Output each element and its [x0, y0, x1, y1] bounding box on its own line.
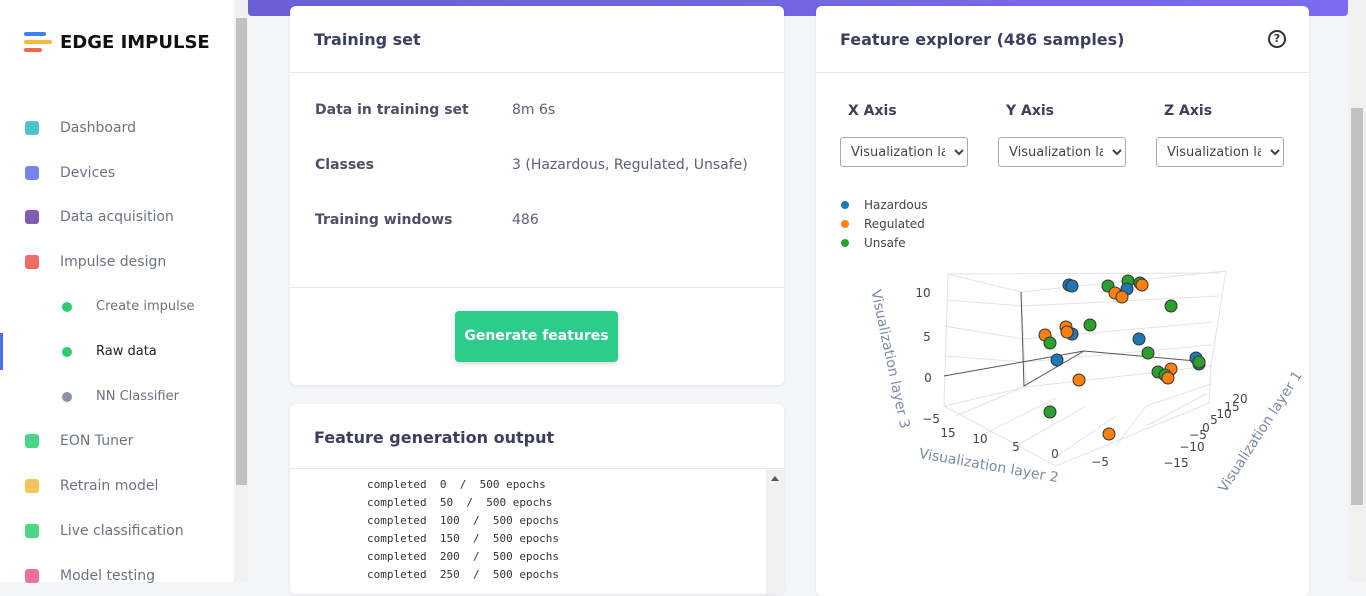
nav-icon	[25, 524, 39, 538]
y-tick: 5	[1012, 440, 1020, 454]
y-tick: −5	[1091, 455, 1109, 469]
axis-select[interactable]: Visualization layer 3	[1156, 137, 1284, 167]
x-tick: 15	[1224, 400, 1239, 414]
log-scrollbar	[766, 470, 784, 594]
y-axis-title: Visualization layer 2	[918, 446, 1060, 486]
card-title: Training set	[314, 30, 421, 49]
axis-label: Z Axis	[1164, 103, 1213, 119]
axis-label: Y Axis	[1006, 103, 1055, 119]
nav-item[interactable]: Raw data	[96, 344, 157, 359]
legend-label[interactable]: Regulated	[864, 217, 925, 231]
nav-item[interactable]: Devices	[60, 165, 116, 181]
y-tick: 10	[972, 432, 987, 446]
log-line: completed 50 / 500 epochs	[367, 496, 553, 509]
nav-icon	[25, 121, 39, 135]
plot-grid	[943, 270, 1227, 467]
nav-icon	[25, 434, 39, 448]
sidebar-scrollbar	[234, 0, 248, 582]
z-tick: 10	[915, 286, 930, 300]
nav-item[interactable]: Data acquisition	[60, 209, 174, 225]
x-tick: 10	[1216, 407, 1231, 421]
y-tick: 15	[940, 426, 955, 440]
generate-features-button[interactable]: Generate features	[455, 311, 618, 362]
axis-select[interactable]: Visualization layer 2	[998, 137, 1126, 167]
logo-icon	[24, 32, 52, 52]
page-scrollbar	[1348, 0, 1366, 582]
row-value: 8m 6s	[512, 102, 556, 118]
x-tick: −15	[1163, 456, 1188, 470]
z-tick: 5	[923, 330, 931, 344]
log-line: completed 0 / 500 epochs	[367, 478, 546, 491]
training-set-card: Training set Data in training set 8m 6s Cl…	[290, 6, 784, 385]
feature-output-card: Feature generation output completed 0 / …	[290, 404, 784, 594]
log-line: completed 150 / 500 epochs	[367, 532, 560, 545]
nav-item[interactable]: Impulse design	[60, 254, 167, 270]
feature-explorer-card: Feature explorer (486 samples) ? X Axis V…	[816, 6, 1309, 596]
nav-icon	[25, 255, 39, 269]
card-title: Feature generation output	[314, 428, 555, 447]
x-tick: 5	[1210, 413, 1218, 427]
x-tick: −5	[1189, 428, 1207, 442]
legend-marker	[841, 201, 849, 209]
nav-icon	[25, 166, 39, 180]
nav-item[interactable]: Create impulse	[96, 299, 195, 314]
z-tick: 0	[924, 371, 932, 385]
axis-select[interactable]: Visualization layer 1	[840, 137, 968, 167]
log: completed 0 / 500 epochs completed 50 / 5…	[367, 476, 559, 584]
nav-icon	[25, 210, 39, 224]
z-axis-title: Visualization layer 3	[867, 288, 912, 430]
nav-dot	[62, 392, 72, 402]
nav-dot	[62, 302, 72, 312]
row-label: Classes	[315, 157, 375, 173]
card-title: Feature explorer (486 samples)	[840, 30, 1125, 49]
nav-dot	[62, 347, 72, 357]
legend-marker	[841, 220, 849, 228]
nav-item[interactable]: Dashboard	[60, 120, 136, 136]
brand: EDGE IMPULSE	[60, 32, 210, 53]
legend-label[interactable]: Hazardous	[864, 198, 928, 212]
nav-item[interactable]: Retrain model	[60, 478, 159, 494]
nav-item[interactable]: EON Tuner	[60, 433, 134, 449]
x-axis-title: Visualization layer 1	[1215, 368, 1305, 495]
row-value: 3 (Hazardous, Regulated, Unsafe)	[512, 157, 748, 173]
row-value: 486	[512, 212, 539, 228]
plot-points	[1038, 274, 1206, 441]
x-tick: 20	[1232, 392, 1247, 406]
nav-icon	[25, 569, 39, 583]
nav-item[interactable]: NN Classifier	[96, 389, 179, 404]
legend-marker	[841, 239, 849, 247]
x-tick: −10	[1179, 440, 1204, 454]
help-icon[interactable]: ?	[1268, 30, 1286, 48]
sidebar: EDGE IMPULSE Dashboard Devices Data acquis…	[0, 0, 234, 584]
legend-label[interactable]: Unsafe	[864, 236, 906, 250]
active-indicator	[0, 333, 3, 370]
nav-item[interactable]: Live classification	[60, 523, 184, 539]
nav-item[interactable]: Model testing	[60, 568, 156, 584]
x-tick: 0	[1202, 421, 1210, 435]
z-tick: −5	[922, 412, 940, 426]
nav-icon	[25, 479, 39, 493]
row-label: Data in training set	[315, 102, 469, 118]
axis-label: X Axis	[848, 103, 897, 119]
row-label: Training windows	[315, 212, 453, 228]
y-tick: 0	[1051, 447, 1059, 461]
log-line: completed 200 / 500 epochs	[367, 550, 560, 563]
log-line: completed 100 / 500 epochs	[367, 514, 560, 527]
log-line: completed 250 / 500 epochs	[367, 568, 560, 581]
